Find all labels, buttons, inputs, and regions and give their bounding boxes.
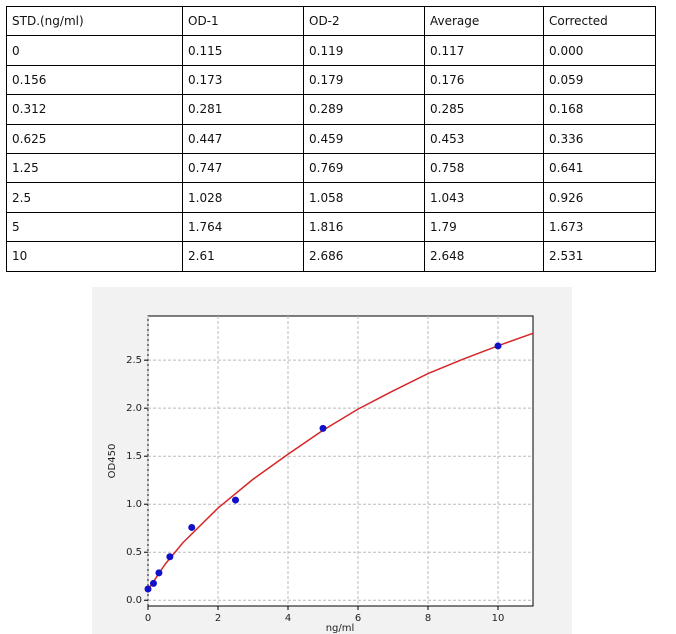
data-point xyxy=(232,496,239,504)
data-point xyxy=(149,579,157,587)
table-cell: 0.758 xyxy=(424,152,544,184)
table-cell: OD-1 xyxy=(182,5,304,37)
table-cell: 2.531 xyxy=(543,241,656,272)
y-tick-label: 0.0 xyxy=(126,595,142,606)
table-cell: 0.115 xyxy=(182,35,304,66)
table-cell: 0.447 xyxy=(182,123,304,154)
data-point xyxy=(494,342,502,350)
table-cell: 0.453 xyxy=(424,123,544,154)
table-cell: 1.816 xyxy=(303,211,425,243)
header-row: STD.(ng/ml) OD-1 OD-2 Average Corrected xyxy=(6,5,656,37)
table-cell: 2.5 xyxy=(6,182,183,213)
table-cell: STD.(ng/ml) xyxy=(6,5,183,37)
x-tick-label: 8 xyxy=(425,613,431,624)
table-cell: 0.641 xyxy=(543,152,656,184)
x-tick-label: 10 xyxy=(492,613,505,624)
table-row: 10 2.61 2.686 2.648 2.531 xyxy=(6,241,656,272)
x-axis-label: ng/ml xyxy=(326,623,355,634)
x-tick-label: 6 xyxy=(355,613,361,624)
data-point xyxy=(155,569,163,577)
table-cell: 2.686 xyxy=(303,241,425,272)
table-row: 5 1.764 1.816 1.79 1.673 xyxy=(6,211,656,243)
table-cell: 0.176 xyxy=(424,64,544,96)
x-tick-label: 2 xyxy=(215,613,221,624)
x-tick-label: 0 xyxy=(145,613,151,624)
table-cell: 2.648 xyxy=(424,241,544,272)
table-row: 0 0.115 0.119 0.117 0.000 xyxy=(6,35,656,66)
data-table: STD.(ng/ml) OD-1 OD-2 Average Corrected 0 0.11… xyxy=(6,5,656,272)
y-tick-label: 0.5 xyxy=(126,547,142,558)
table-cell: 0.289 xyxy=(303,94,425,125)
table-row: 0.312 0.281 0.289 0.285 0.168 xyxy=(6,94,656,125)
y-tick-label: 2.5 xyxy=(126,355,142,366)
data-point xyxy=(166,553,174,561)
table-cell: 0.312 xyxy=(6,94,183,125)
table-cell: Average xyxy=(424,5,544,37)
table-cell: 1.673 xyxy=(543,211,656,243)
table-cell: 0.747 xyxy=(182,152,304,184)
y-tick-label: 1.0 xyxy=(126,499,142,510)
x-tick-label: 4 xyxy=(285,613,291,624)
table-cell: 10 xyxy=(6,241,183,272)
table-cell: 0.285 xyxy=(424,94,544,125)
data-point xyxy=(319,424,327,432)
data-point xyxy=(188,523,196,531)
table-cell: 0.179 xyxy=(303,64,425,96)
y-tick-label: 1.5 xyxy=(126,451,142,462)
plot-area xyxy=(147,315,534,607)
table-cell: 2.61 xyxy=(182,241,304,272)
table-cell: Corrected xyxy=(543,5,656,37)
table-cell: 0.926 xyxy=(543,182,656,213)
y-axis-label: OD450 xyxy=(107,444,118,479)
y-tick-label: 2.0 xyxy=(126,403,142,414)
table-cell: 0.119 xyxy=(303,35,425,66)
data-point xyxy=(144,585,152,593)
